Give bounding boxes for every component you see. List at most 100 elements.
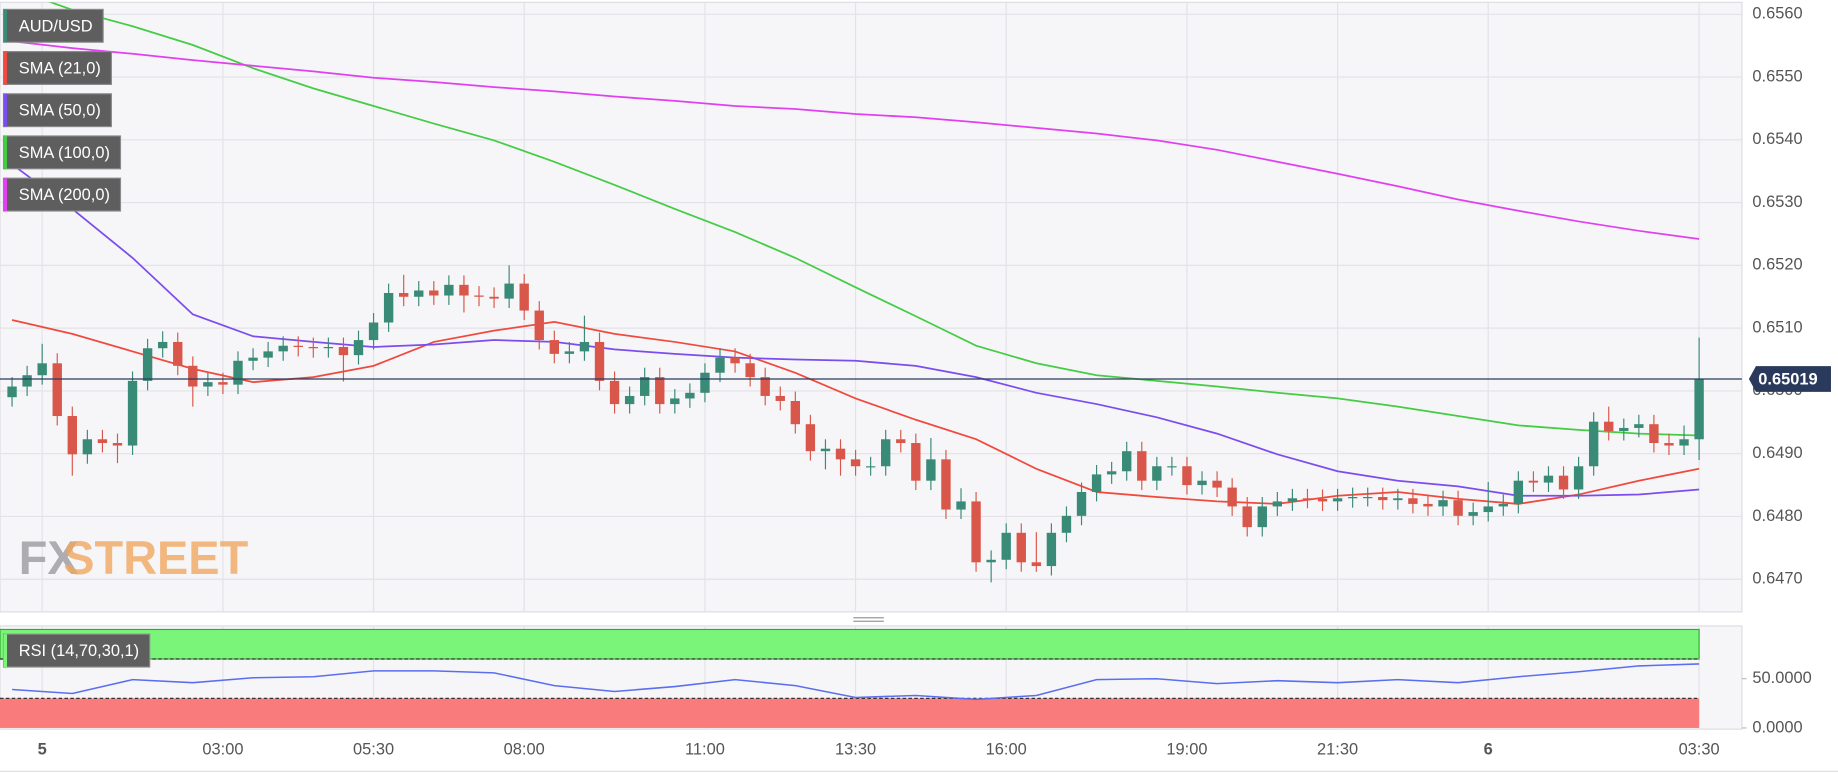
candle-body (579, 341, 590, 352)
candle-body (1182, 466, 1192, 486)
candle-body (188, 365, 198, 387)
candle-body (670, 398, 680, 405)
legend-label: AUD/USD (19, 17, 93, 35)
candle-body (760, 377, 770, 396)
candle-body (896, 439, 906, 444)
candle-body (1694, 378, 1704, 440)
candle-body (1543, 475, 1554, 483)
candle-body (414, 290, 424, 297)
candle-body (22, 375, 32, 387)
candle-body (1679, 439, 1689, 446)
candle-body (1588, 421, 1599, 467)
candle-body (127, 380, 138, 446)
sma-line (48, 2, 1700, 437)
candle-body (564, 351, 575, 354)
legend-swatch (3, 634, 8, 667)
candle-body (956, 501, 966, 510)
candle-body (203, 382, 213, 387)
legend-entry[interactable]: SMA (50,0) (2, 93, 112, 128)
x-tick-label: 19:00 (1166, 741, 1207, 759)
x-tick-label: 11:00 (685, 741, 725, 759)
candle-body (1423, 503, 1433, 507)
overlay: 0.64700.64800.64900.65000.65100.65200.65… (0, 5, 1831, 759)
y-tick-label: 0.6490 (1752, 444, 1802, 462)
candle-body (293, 345, 303, 347)
candle-body (1528, 480, 1539, 483)
candle-body (1393, 498, 1403, 501)
legend-entry[interactable]: SMA (100,0) (2, 135, 122, 170)
last-price-box (1748, 366, 1831, 392)
legend-swatch (3, 51, 8, 85)
candle-body (926, 459, 936, 481)
plot-area (0, 1, 1743, 613)
divider-handle[interactable] (853, 617, 884, 622)
candle-body (1137, 451, 1147, 481)
x-tick-label: 03:00 (202, 741, 243, 759)
candle-body (1212, 480, 1222, 488)
candle-body (715, 357, 725, 373)
y-tick-label: 0.6480 (1752, 507, 1802, 525)
candle-body (1498, 503, 1508, 507)
candle-body (519, 283, 529, 311)
legend-swatch (3, 93, 8, 127)
legend-box (2, 135, 122, 170)
candle-body (790, 400, 801, 425)
overbought-zone (0, 628, 1700, 660)
candle-body (881, 439, 891, 467)
candle-body (911, 443, 921, 481)
legend-label: RSI (14,70,30,1) (19, 642, 139, 660)
candle-body (142, 348, 153, 381)
candle-body (67, 416, 77, 455)
candle-body (594, 341, 605, 381)
candle-body (1091, 474, 1102, 492)
legend-label: SMA (200,0) (19, 186, 110, 204)
x-tick-label: 6 (1484, 741, 1493, 759)
last-price-label: 0.65019 (1758, 370, 1817, 388)
candle-body (173, 341, 183, 366)
candle-body (745, 363, 755, 378)
y-tick-label: 0.6530 (1752, 193, 1802, 211)
legend-entry[interactable]: SMA (200,0) (2, 177, 122, 212)
y-tick-label: 0.6510 (1752, 318, 1802, 336)
candle-body (1122, 451, 1132, 472)
candle-body (1001, 532, 1011, 560)
sma-line (11, 163, 1700, 497)
candle-body (1649, 424, 1659, 444)
candle-body (1619, 427, 1629, 432)
oversold-zone (0, 698, 1700, 728)
candle-body (655, 377, 665, 405)
candle-body (640, 377, 650, 396)
candle-body (218, 382, 228, 385)
candle-body (112, 443, 123, 446)
candle-body (941, 459, 951, 510)
legend-swatch (3, 178, 8, 211)
watermark-street: STREET (63, 532, 248, 584)
candle-body (971, 501, 981, 563)
candle-body (1167, 466, 1177, 468)
candle-body (1016, 532, 1026, 563)
candle-body (52, 363, 62, 417)
watermark: FX STREET (19, 532, 249, 584)
x-tick-label: 21:30 (1317, 741, 1358, 759)
candle-body (1076, 491, 1087, 516)
candle-body (1106, 471, 1117, 475)
legend-entry[interactable]: SMA (21,0) (2, 50, 112, 85)
candle-body (459, 284, 469, 296)
legend-entry[interactable]: AUD/USD (2, 8, 104, 43)
legend-box (2, 93, 112, 128)
legend-swatch (3, 9, 8, 43)
legend-label: SMA (21,0) (19, 59, 101, 77)
candle-body (1287, 498, 1298, 502)
rsi-legend[interactable]: RSI (14,70,30,1) (2, 633, 151, 668)
candle-body (308, 346, 318, 349)
candle-body (820, 448, 831, 452)
x-tick-label: 16:00 (986, 741, 1027, 759)
candle-body (398, 292, 409, 297)
candle-body (986, 559, 996, 563)
candle-body (549, 340, 560, 354)
candle-body (1438, 500, 1448, 507)
rsi-panel (0, 628, 1700, 728)
candle-body (323, 346, 334, 349)
candle-body (1573, 466, 1584, 490)
